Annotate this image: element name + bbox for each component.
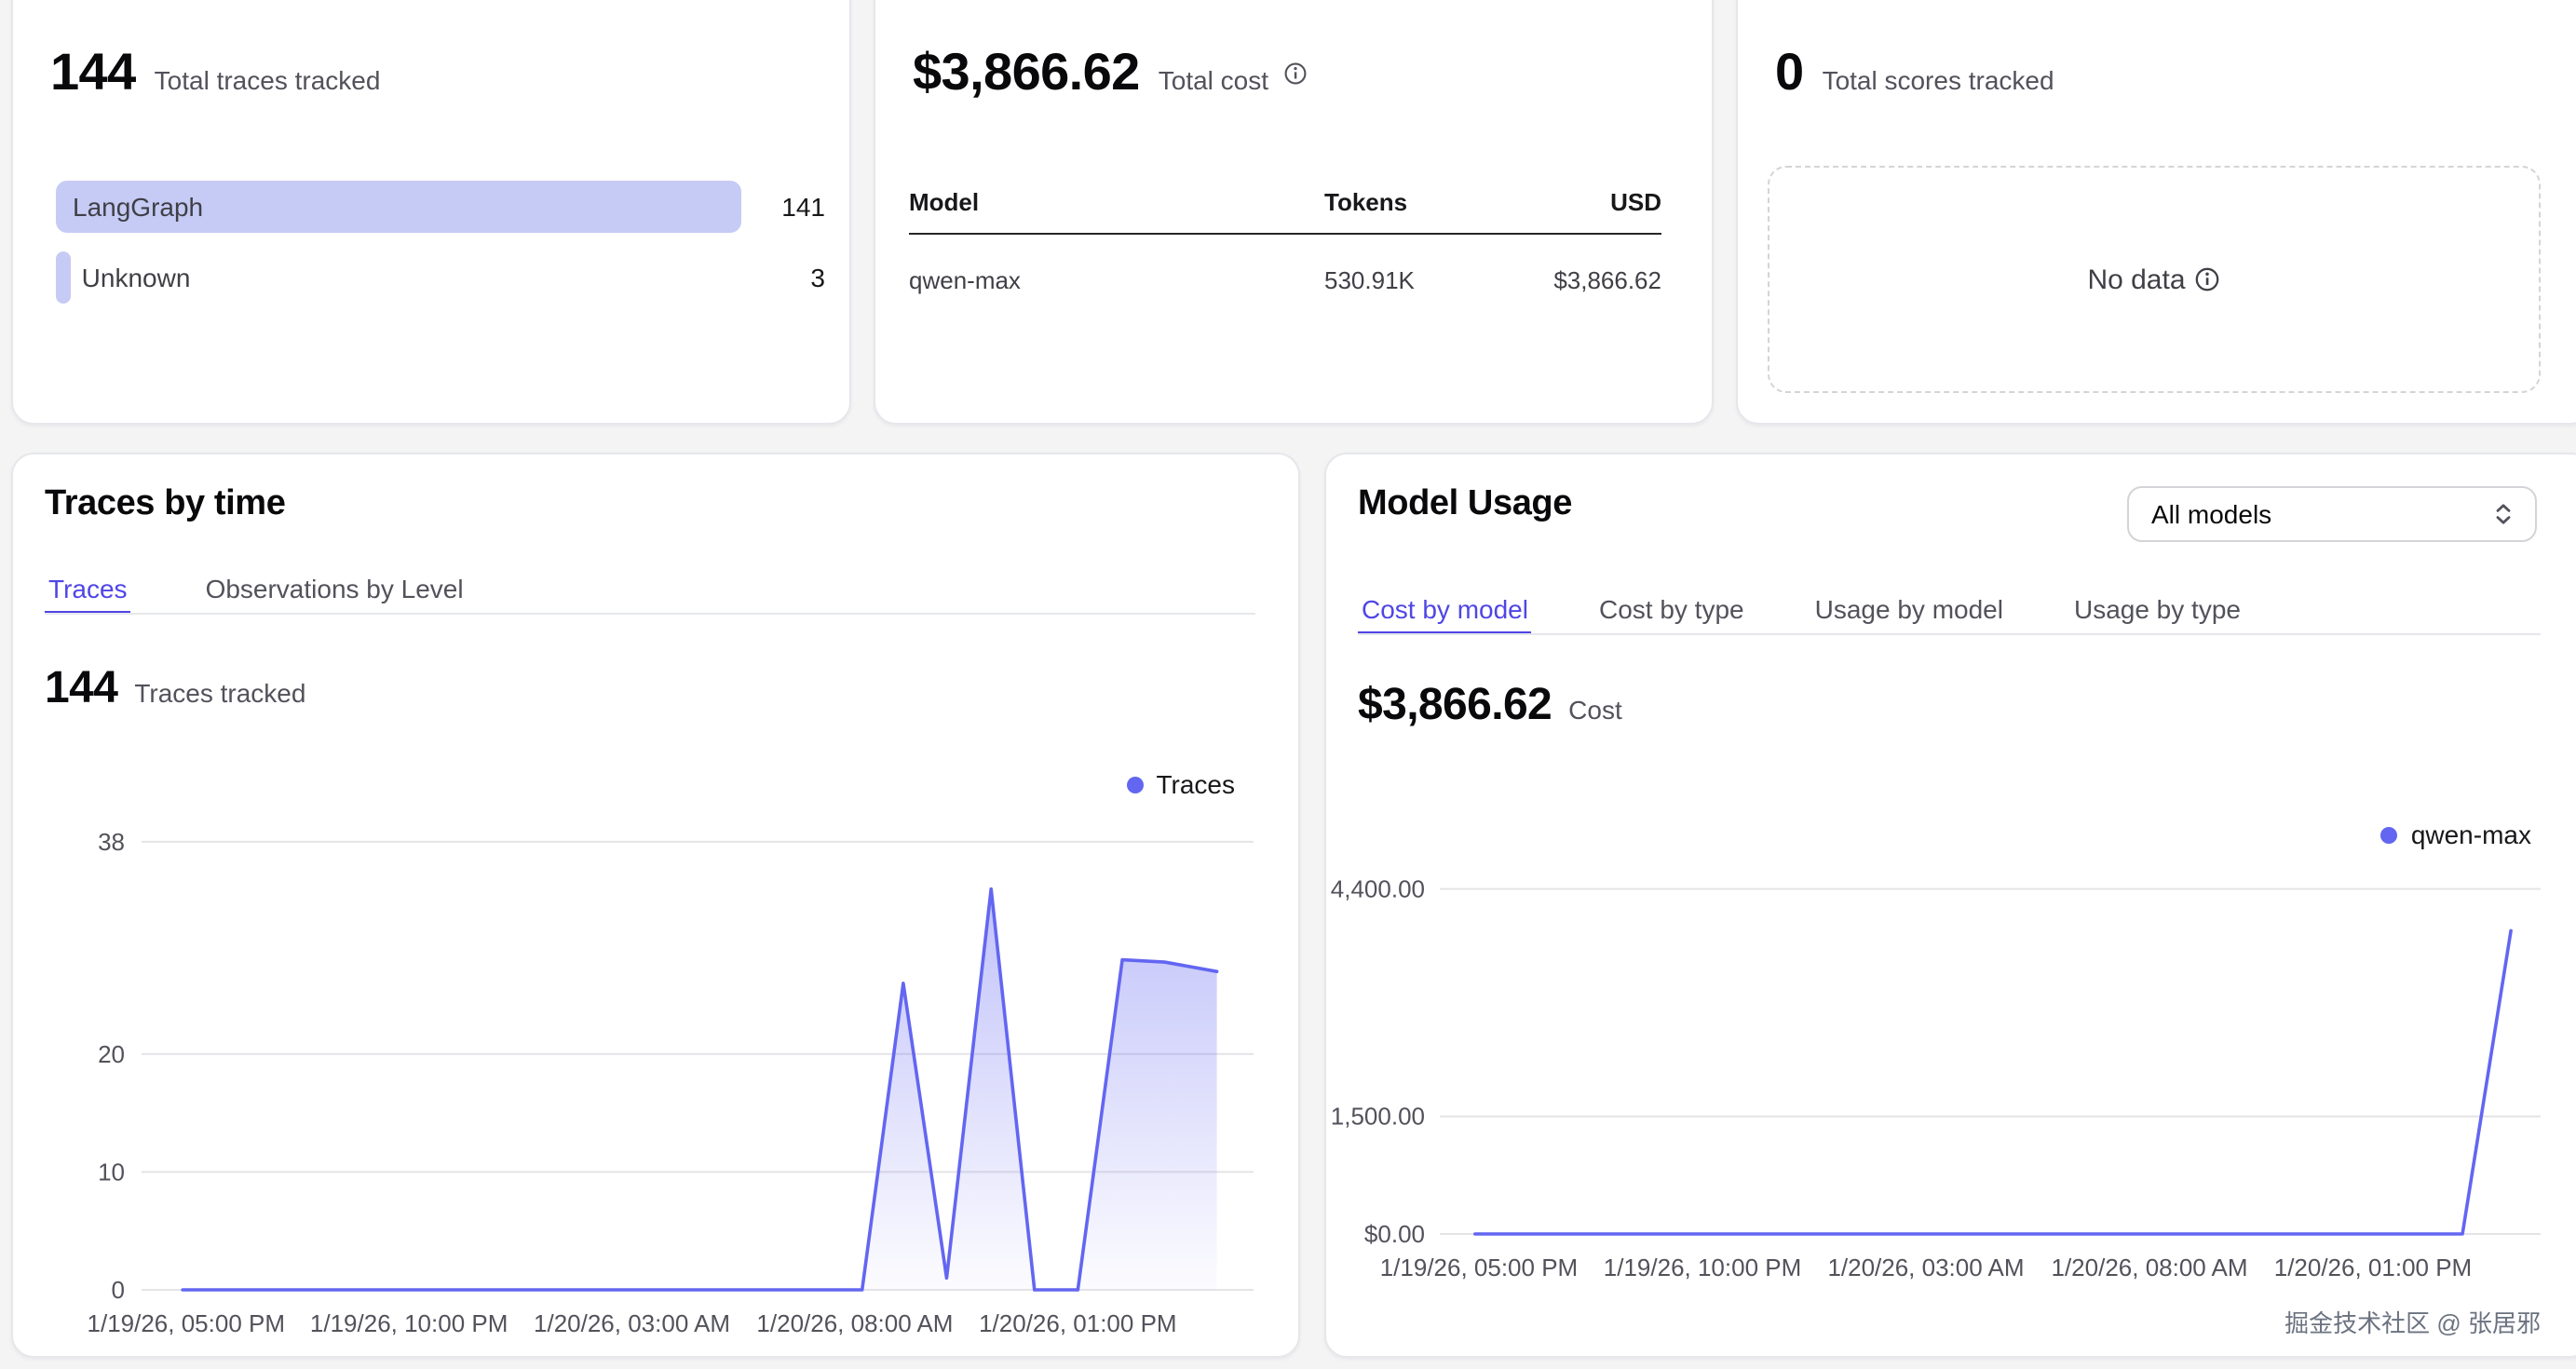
info-icon[interactable]: [2195, 266, 2221, 292]
traces-by-time-title: Traces by time: [45, 484, 286, 523]
bar-label: Unknown: [81, 263, 191, 292]
no-data-placeholder: No data: [1768, 166, 2541, 393]
bar-track: Unknown: [56, 251, 741, 304]
svg-text:1/19/26, 05:00 PM: 1/19/26, 05:00 PM: [88, 1309, 285, 1337]
traces-by-name-list: LangGraph 141 Unknown 3: [56, 181, 825, 322]
card-total-scores: 0 Total scores tracked No data: [1736, 0, 2576, 425]
svg-text:4,400.00: 4,400.00: [1331, 875, 1425, 903]
traces-by-time-tabs: Traces Observations by Level: [45, 574, 468, 615]
model-select-value: All models: [2151, 499, 2272, 529]
bar-row-unknown[interactable]: Unknown 3: [56, 251, 825, 304]
cell-tokens: 530.91K: [1324, 266, 1415, 294]
tab-usage-by-model[interactable]: Usage by model: [1811, 594, 2007, 635]
col-tokens: Tokens: [1324, 188, 1408, 216]
legend-dot-icon: [1126, 776, 1144, 793]
cost-value: $3,866.62: [1358, 680, 1552, 730]
tabs-divider: [45, 613, 1255, 615]
svg-text:10: 10: [98, 1158, 125, 1186]
col-model: Model: [909, 188, 980, 216]
info-icon[interactable]: [1283, 61, 1308, 85]
model-usage-tabs: Cost by model Cost by type Usage by mode…: [1358, 594, 2244, 635]
svg-text:1/20/26, 01:00 PM: 1/20/26, 01:00 PM: [2274, 1254, 2472, 1281]
legend-label: qwen-max: [2410, 820, 2531, 849]
cell-model: qwen-max: [909, 266, 1021, 294]
svg-text:1/19/26, 10:00 PM: 1/19/26, 10:00 PM: [310, 1309, 508, 1337]
svg-text:1,500.00: 1,500.00: [1331, 1103, 1425, 1131]
model-cost-table: Model Tokens USD qwen-max 530.91K $3,866…: [909, 188, 1661, 294]
tab-observations-by-level[interactable]: Observations by Level: [202, 574, 468, 615]
traces-tracked-label: Traces tracked: [134, 678, 306, 708]
chevron-up-down-icon: [2490, 501, 2516, 527]
col-usd: USD: [1610, 188, 1661, 216]
total-scores-label: Total scores tracked: [1822, 65, 2054, 95]
card-model-usage: Model Usage All models Cost by model Cos…: [1324, 453, 2576, 1358]
tab-cost-by-model[interactable]: Cost by model: [1358, 594, 1532, 635]
cell-usd: $3,866.62: [1553, 266, 1661, 294]
cost-label: Cost: [1568, 695, 1622, 725]
total-scores-stat: 0 Total scores tracked: [1775, 43, 2054, 102]
table-row[interactable]: qwen-max 530.91K $3,866.62: [909, 235, 1661, 294]
tab-usage-by-type[interactable]: Usage by type: [2070, 594, 2244, 635]
svg-text:1/20/26, 08:00 AM: 1/20/26, 08:00 AM: [2052, 1254, 2248, 1281]
svg-text:38: 38: [98, 828, 125, 856]
bar-fill: [56, 251, 71, 304]
traces-tracked-metric: 144 Traces tracked: [45, 663, 305, 715]
svg-text:1/20/26, 03:00 AM: 1/20/26, 03:00 AM: [534, 1309, 730, 1337]
total-traces-label: Total traces tracked: [154, 65, 381, 95]
card-traces-by-time: Traces by time Traces Observations by Le…: [11, 453, 1300, 1358]
traces-chart-legend: Traces: [1126, 769, 1235, 799]
model-select[interactable]: All models: [2127, 486, 2537, 542]
svg-text:$0.00: $0.00: [1364, 1220, 1425, 1248]
svg-text:1/20/26, 03:00 AM: 1/20/26, 03:00 AM: [1827, 1254, 2024, 1281]
total-cost-label: Total cost: [1158, 65, 1269, 95]
no-data-text: No data: [2087, 264, 2186, 295]
watermark: 掘金技术社区 @ 张居邪: [2285, 1309, 2541, 1337]
total-scores-value: 0: [1775, 43, 1804, 101]
model-usage-chart[interactable]: $0.00 1,500.00 4,400.00 1/19/26, 05:00 PM 1/…: [1326, 790, 2576, 1311]
legend-label: Traces: [1156, 769, 1235, 799]
bar-label: LangGraph: [73, 192, 204, 222]
model-chart-legend: qwen-max: [2380, 820, 2531, 849]
bar-value: 3: [810, 263, 825, 292]
tab-traces[interactable]: Traces: [45, 574, 131, 615]
traces-tracked-value: 144: [45, 663, 118, 713]
total-traces-stat: 144 Total traces tracked: [50, 43, 380, 102]
svg-text:0: 0: [112, 1276, 125, 1304]
svg-text:20: 20: [98, 1040, 125, 1068]
card-total-traces: 144 Total traces tracked LangGraph 141 U…: [11, 0, 851, 425]
svg-text:1/19/26, 10:00 PM: 1/19/26, 10:00 PM: [1604, 1254, 1801, 1281]
bar-value: 141: [781, 192, 825, 222]
card-total-cost: $3,866.62 Total cost Model Tokens USD qw…: [874, 0, 1714, 425]
total-cost-value: $3,866.62: [913, 43, 1140, 101]
cost-metric: $3,866.62 Cost: [1358, 680, 1622, 732]
model-usage-title: Model Usage: [1358, 484, 1572, 523]
svg-text:1/20/26, 08:00 AM: 1/20/26, 08:00 AM: [756, 1309, 953, 1337]
bar-fill: [56, 181, 741, 233]
svg-text:1/20/26, 01:00 PM: 1/20/26, 01:00 PM: [979, 1309, 1176, 1337]
bar-row-langgraph[interactable]: LangGraph 141: [56, 181, 825, 233]
tab-cost-by-type[interactable]: Cost by type: [1595, 594, 1748, 635]
legend-dot-icon: [2380, 826, 2398, 843]
total-traces-value: 144: [50, 43, 136, 101]
traces-time-chart[interactable]: 0 10 20 38 1/19/26, 05:00 PM 1/19/26, 10:00 P…: [13, 808, 1302, 1358]
bar-track: LangGraph: [56, 181, 741, 233]
svg-text:1/19/26, 05:00 PM: 1/19/26, 05:00 PM: [1380, 1254, 1578, 1281]
total-cost-stat: $3,866.62 Total cost: [913, 43, 1308, 102]
tabs-divider: [1358, 633, 2541, 635]
table-header: Model Tokens USD: [909, 188, 1661, 235]
